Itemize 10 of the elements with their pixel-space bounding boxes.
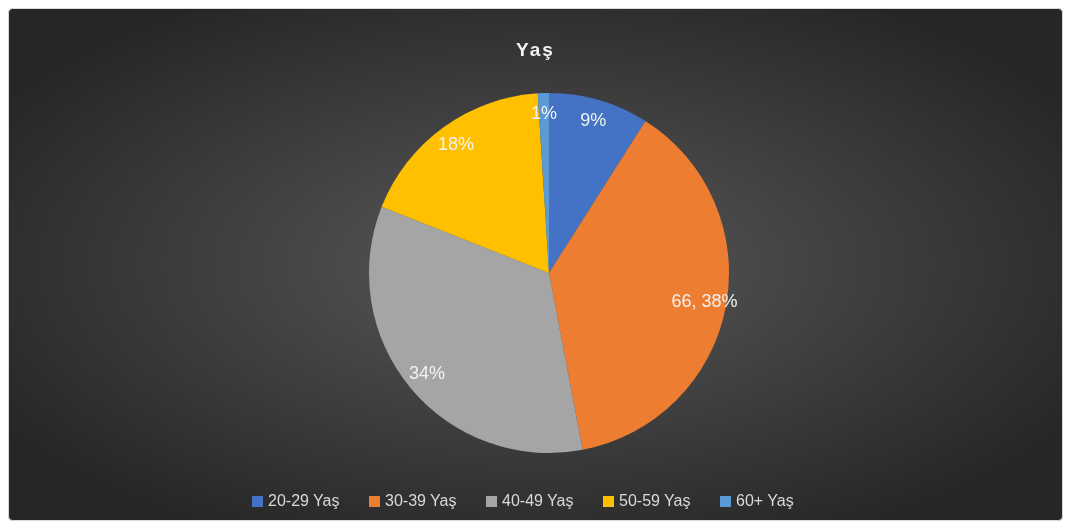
legend-label: 30-39 Yaş <box>385 492 457 510</box>
legend-label: 20-29 Yaş <box>268 492 340 510</box>
legend-label: 50-59 Yaş <box>619 492 691 510</box>
chart-title: Yaş <box>516 39 555 60</box>
legend-label: 40-49 Yaş <box>502 492 574 510</box>
legend-label: 60+ Yaş <box>736 492 794 510</box>
data-label: 34% <box>408 362 445 383</box>
data-label: 18% <box>437 133 474 154</box>
data-label: 9% <box>580 109 607 130</box>
pie-slice <box>369 206 583 453</box>
